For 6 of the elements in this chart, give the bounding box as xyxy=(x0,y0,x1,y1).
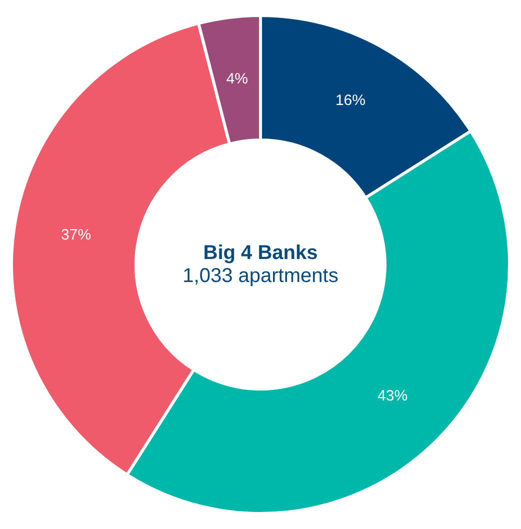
text: Big 4 Banks xyxy=(203,242,318,264)
data-label: 4% xyxy=(226,70,248,88)
text: 1,033 apartments xyxy=(182,264,338,288)
data-label: 37% xyxy=(61,226,92,244)
data-label: 16% xyxy=(335,92,366,109)
data-label: 43% xyxy=(378,388,408,405)
